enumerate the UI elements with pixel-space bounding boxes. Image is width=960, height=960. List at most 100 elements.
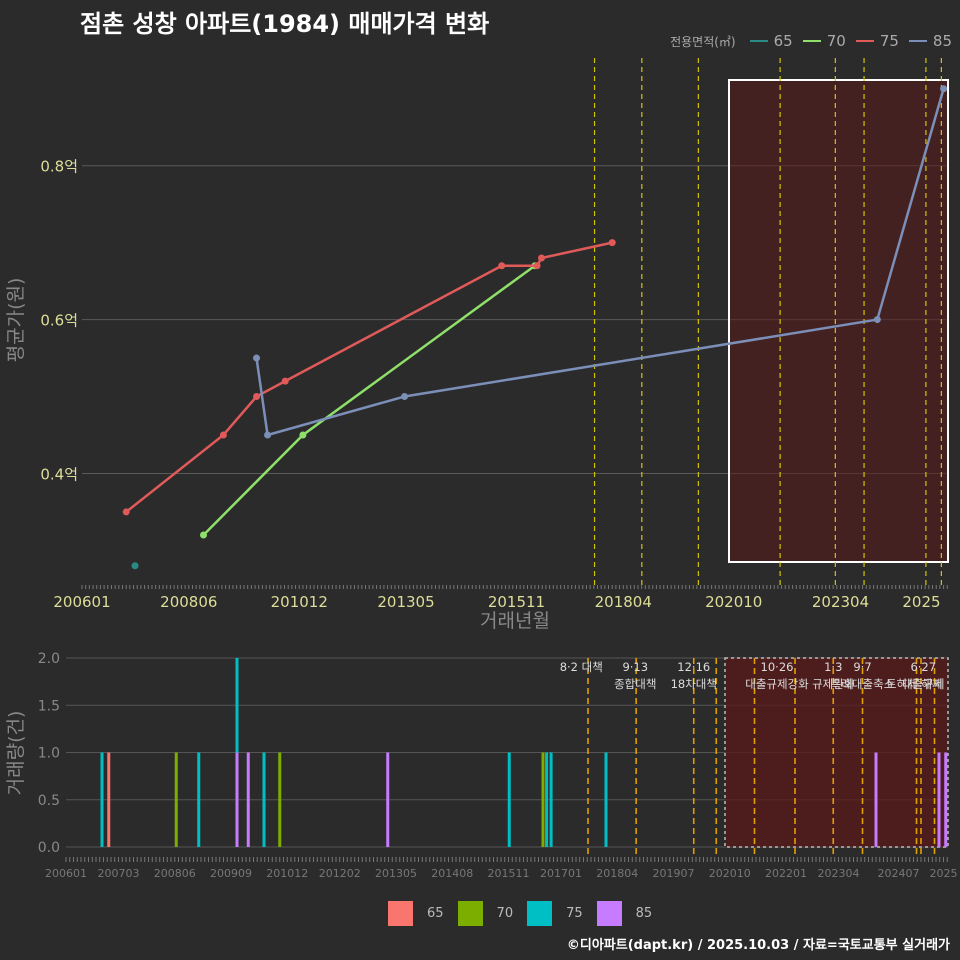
price-point-85 — [253, 354, 261, 362]
price-x-tick-label: 2025 — [902, 593, 940, 611]
price-x-tick-label: 202010 — [705, 593, 762, 611]
volume-policy-annotation: 6·27 — [910, 660, 936, 674]
volume-bar-85 — [874, 752, 878, 847]
volume-bar-75 — [604, 752, 608, 847]
volume-x-tick-label: 201202 — [319, 867, 361, 880]
volume-x-tick-label: 200806 — [154, 867, 196, 880]
volume-policy-annotation: 대출규제강화 — [745, 677, 809, 691]
volume-y-tick-label: 0.5 — [38, 793, 60, 809]
volume-bar-85 — [246, 752, 250, 847]
legend-item-85[interactable]: 85 — [908, 32, 952, 50]
volume-bar-85 — [386, 752, 390, 847]
volume-bar-75 — [197, 752, 201, 847]
volume-policy-annotation: 규제완화 — [812, 677, 855, 691]
price-point-70 — [200, 531, 208, 539]
price-x-tick-label: 200806 — [160, 593, 217, 611]
volume-y-tick-label: 1.5 — [38, 698, 60, 714]
volume-bar-75 — [549, 752, 553, 847]
volume-policy-annotation: 18차대책 — [671, 677, 717, 691]
price-point-75 — [219, 431, 227, 439]
volume-x-tick-label: 201012 — [266, 867, 308, 880]
volume-y-tick-label: 1.0 — [38, 746, 60, 762]
price-x-tick-label: 202304 — [812, 593, 869, 611]
price-policy-highlight — [728, 79, 949, 563]
volume-x-tick-label: 201907 — [653, 867, 695, 880]
volume-bar-chart: 0.0 0.5 1.0 1.5 2.0 8·2 대책 9·13 종합대책 12·16 18차대책 1… — [5, 651, 958, 880]
volume-bar-75 — [545, 752, 549, 847]
volume-y-axis-label: 거래량(건) — [5, 711, 27, 796]
volume-x-tick-label: 2025 — [930, 867, 958, 880]
volume-x-tick-label: 201408 — [431, 867, 473, 880]
legend-item-75[interactable]: 75 — [855, 32, 899, 50]
legend-title: 전용면적(㎡) — [670, 34, 736, 49]
price-point-75 — [608, 239, 616, 247]
volume-y-tick-label: 0.0 — [38, 840, 60, 856]
price-series-line-75 — [125, 241, 613, 513]
footer-credit: ©디아파트(dapt.kr) / 2025.10.03 / 자료=국토교통부 실… — [566, 938, 950, 953]
price-point-75 — [122, 508, 130, 516]
legend-volume-swatch-70 — [457, 901, 483, 926]
volume-bar-70 — [541, 752, 545, 847]
volume-x-tick-label: 202304 — [818, 867, 860, 880]
volume-policy-annotation: 대출규제 — [902, 677, 944, 691]
legend-volume-swatch-75 — [527, 901, 553, 926]
legend-item-65[interactable]: 65 — [749, 32, 793, 50]
legend-volume-swatch-65 — [388, 901, 413, 926]
volume-x-tick-label: 202201 — [765, 867, 807, 880]
volume-bar-70 — [174, 752, 178, 847]
volume-policy-annotation: 특례대출축소 — [831, 677, 894, 691]
price-point-85 — [873, 316, 881, 324]
volume-x-tick-label: 200703 — [98, 867, 140, 880]
volume-x-tick-label: 201701 — [540, 867, 582, 880]
volume-policy-annotation: 12·16 — [677, 660, 710, 674]
volume-policy-annotation: 1·3 — [824, 660, 842, 674]
volume-bar-70 — [278, 752, 282, 847]
volume-x-tick-label: 201804 — [596, 867, 638, 880]
legend-swatch-70 — [802, 40, 821, 42]
price-x-tick-label: 201305 — [377, 593, 434, 611]
price-y-tick-label: 0.4억 — [40, 465, 78, 483]
volume-bar-65 — [107, 752, 111, 847]
legend-area-size: 전용면적(㎡) 65 70 75 85 — [670, 32, 952, 50]
volume-policy-annotation: 10·26 — [761, 660, 794, 674]
price-point-75 — [498, 262, 506, 270]
volume-x-tick-label: 201305 — [375, 867, 417, 880]
price-point-70 — [299, 431, 307, 439]
volume-policy-highlight — [724, 657, 949, 848]
price-x-tick-label: 201804 — [595, 593, 652, 611]
price-point-85 — [940, 85, 948, 93]
price-y-tick-label: 0.8억 — [40, 158, 78, 176]
volume-x-tick-label: 200601 — [45, 867, 87, 880]
legend-item-70[interactable]: 70 — [802, 32, 846, 50]
volume-policy-annotation: 토허제 해제 — [886, 677, 943, 691]
volume-x-tick-label: 202407 — [878, 867, 920, 880]
volume-policy-annotation: 9·7 — [853, 660, 871, 674]
price-x-tick-label: 201012 — [271, 593, 328, 611]
legend-volume: 65 70 75 85 — [388, 901, 652, 926]
volume-bar-85 — [235, 752, 239, 847]
legend-swatch-75 — [855, 40, 874, 42]
volume-x-tick-label: 202010 — [709, 867, 751, 880]
volume-policy-annotation: 종합대책 — [614, 677, 656, 691]
volume-x-tick-label: 201511 — [487, 867, 529, 880]
volume-bar-75 — [262, 752, 266, 847]
volume-bar-85 — [937, 752, 941, 847]
price-y-axis-label: 평균가(원) — [5, 278, 27, 363]
legend-volume-item-70[interactable]: 70 — [457, 901, 513, 926]
price-point-75 — [253, 393, 261, 401]
chart-title: 점촌 성창 아파트(1984) 매매가격 변화 — [80, 10, 490, 38]
legend-volume-swatch-85 — [596, 901, 622, 926]
volume-policy-annotation: 8·2 대책 — [560, 660, 603, 674]
legend-volume-item-75[interactable]: 75 — [527, 901, 583, 926]
volume-y-tick-label: 2.0 — [38, 651, 60, 667]
price-point-75 — [533, 262, 541, 270]
price-line-chart: 0.4억 0.6억 0.8억 200601 200806 201012 201305 2015… — [5, 58, 949, 632]
price-y-tick-label: 0.6억 — [40, 312, 78, 330]
legend-volume-item-85[interactable]: 85 — [596, 901, 652, 926]
volume-bar-75 — [100, 752, 104, 847]
volume-bar-85 — [944, 752, 948, 847]
volume-x-tick-label: 200909 — [210, 867, 252, 880]
price-point-85 — [401, 393, 409, 401]
legend-swatch-65 — [749, 40, 768, 42]
legend-volume-item-65[interactable]: 65 — [388, 901, 444, 926]
